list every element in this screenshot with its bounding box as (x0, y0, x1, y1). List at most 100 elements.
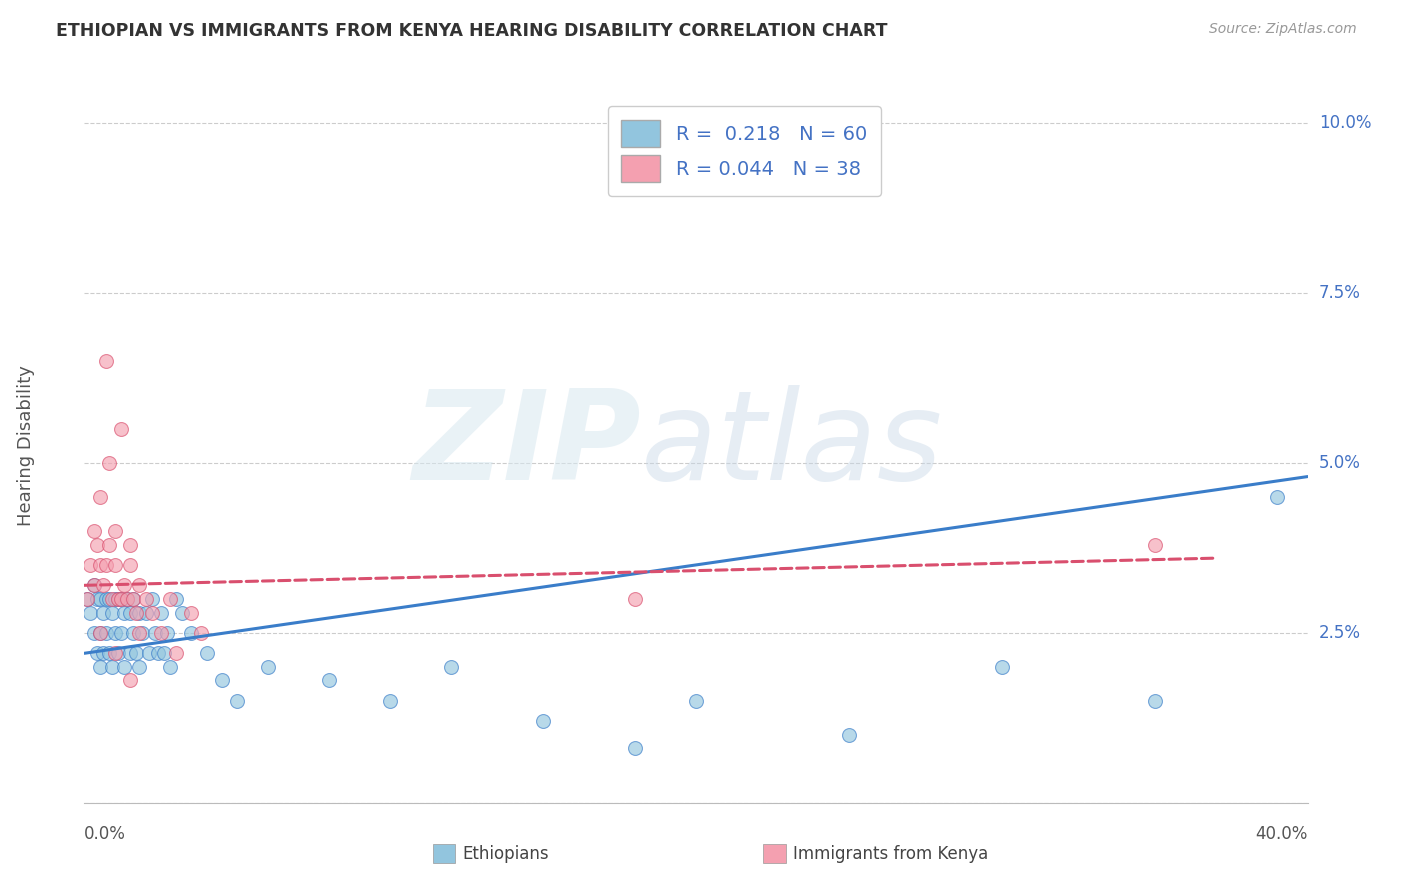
Point (83, 626, 105, 640)
Point (318, 673, 340, 688)
Point (440, 660, 463, 674)
Point (83, 578, 105, 592)
Point (79, 606, 101, 620)
Point (89, 626, 111, 640)
Point (94, 591, 117, 606)
Point (120, 558, 142, 572)
Point (190, 626, 212, 640)
Point (91, 578, 114, 592)
Point (131, 626, 153, 640)
Text: 2.5%: 2.5% (1319, 624, 1361, 642)
Text: Hearing Disability: Hearing Disability (17, 366, 35, 526)
Point (125, 606, 148, 620)
Point (120, 673, 142, 688)
Point (115, 591, 138, 606)
Text: 5.0%: 5.0% (1319, 454, 1361, 472)
Point (838, 728, 860, 742)
Point (1143, 694, 1166, 708)
Point (76, 591, 98, 606)
Point (94, 354, 117, 368)
Point (110, 422, 132, 436)
Point (97, 537, 120, 551)
Point (89, 660, 111, 674)
Point (101, 591, 124, 606)
Point (165, 591, 187, 606)
Point (165, 646, 187, 660)
Point (122, 626, 145, 640)
Point (1265, 490, 1288, 504)
Point (112, 660, 135, 674)
Text: atlas: atlas (641, 385, 943, 507)
Point (91, 606, 114, 620)
Point (86, 646, 108, 660)
Point (149, 606, 172, 620)
Point (120, 537, 142, 551)
Point (128, 660, 150, 674)
Point (1143, 537, 1166, 551)
Point (97, 646, 120, 660)
Point (101, 606, 124, 620)
Point (141, 591, 163, 606)
Point (97, 591, 120, 606)
Point (141, 606, 163, 620)
Point (110, 626, 132, 640)
Legend: R =  0.218   N = 60, R = 0.044   N = 38: R = 0.218 N = 60, R = 0.044 N = 38 (607, 106, 880, 196)
Point (91, 646, 114, 660)
Point (79, 558, 101, 572)
Point (135, 606, 157, 620)
Text: ZIP: ZIP (412, 385, 641, 507)
Text: Ethiopians: Ethiopians (463, 845, 550, 863)
Point (86, 537, 108, 551)
Point (110, 591, 132, 606)
Point (685, 694, 707, 708)
Text: ETHIOPIAN VS IMMIGRANTS FROM KENYA HEARING DISABILITY CORRELATION CHART: ETHIOPIAN VS IMMIGRANTS FROM KENYA HEARI… (56, 22, 887, 40)
Point (138, 646, 160, 660)
Point (83, 578, 105, 592)
Point (97, 456, 120, 470)
Point (991, 660, 1014, 674)
Text: 10.0%: 10.0% (1319, 114, 1371, 132)
Point (107, 591, 129, 606)
Point (624, 591, 647, 606)
Point (104, 626, 127, 640)
Point (104, 591, 127, 606)
Point (104, 558, 127, 572)
Point (195, 646, 218, 660)
Point (107, 646, 129, 660)
Point (112, 578, 135, 592)
Point (149, 626, 172, 640)
Point (115, 591, 138, 606)
Point (94, 626, 117, 640)
Point (226, 694, 249, 708)
Point (89, 490, 111, 504)
Point (122, 591, 145, 606)
Point (159, 591, 181, 606)
Point (180, 606, 202, 620)
Point (110, 591, 132, 606)
Point (128, 578, 150, 592)
Point (159, 660, 181, 674)
Text: 40.0%: 40.0% (1256, 825, 1308, 843)
Point (180, 626, 202, 640)
Point (76, 591, 98, 606)
Text: 7.5%: 7.5% (1319, 284, 1361, 302)
Point (86, 591, 108, 606)
Point (156, 626, 179, 640)
Point (531, 714, 554, 729)
Point (211, 673, 233, 688)
Point (125, 646, 148, 660)
Point (380, 694, 402, 708)
Point (153, 646, 176, 660)
Point (120, 606, 142, 620)
Text: 0.0%: 0.0% (84, 825, 127, 843)
Point (89, 626, 111, 640)
Point (624, 741, 647, 756)
Point (107, 591, 129, 606)
Text: Source: ZipAtlas.com: Source: ZipAtlas.com (1209, 22, 1357, 37)
Point (172, 606, 194, 620)
Point (89, 558, 111, 572)
Point (122, 591, 145, 606)
Point (135, 591, 157, 606)
Point (128, 626, 150, 640)
Point (128, 606, 150, 620)
